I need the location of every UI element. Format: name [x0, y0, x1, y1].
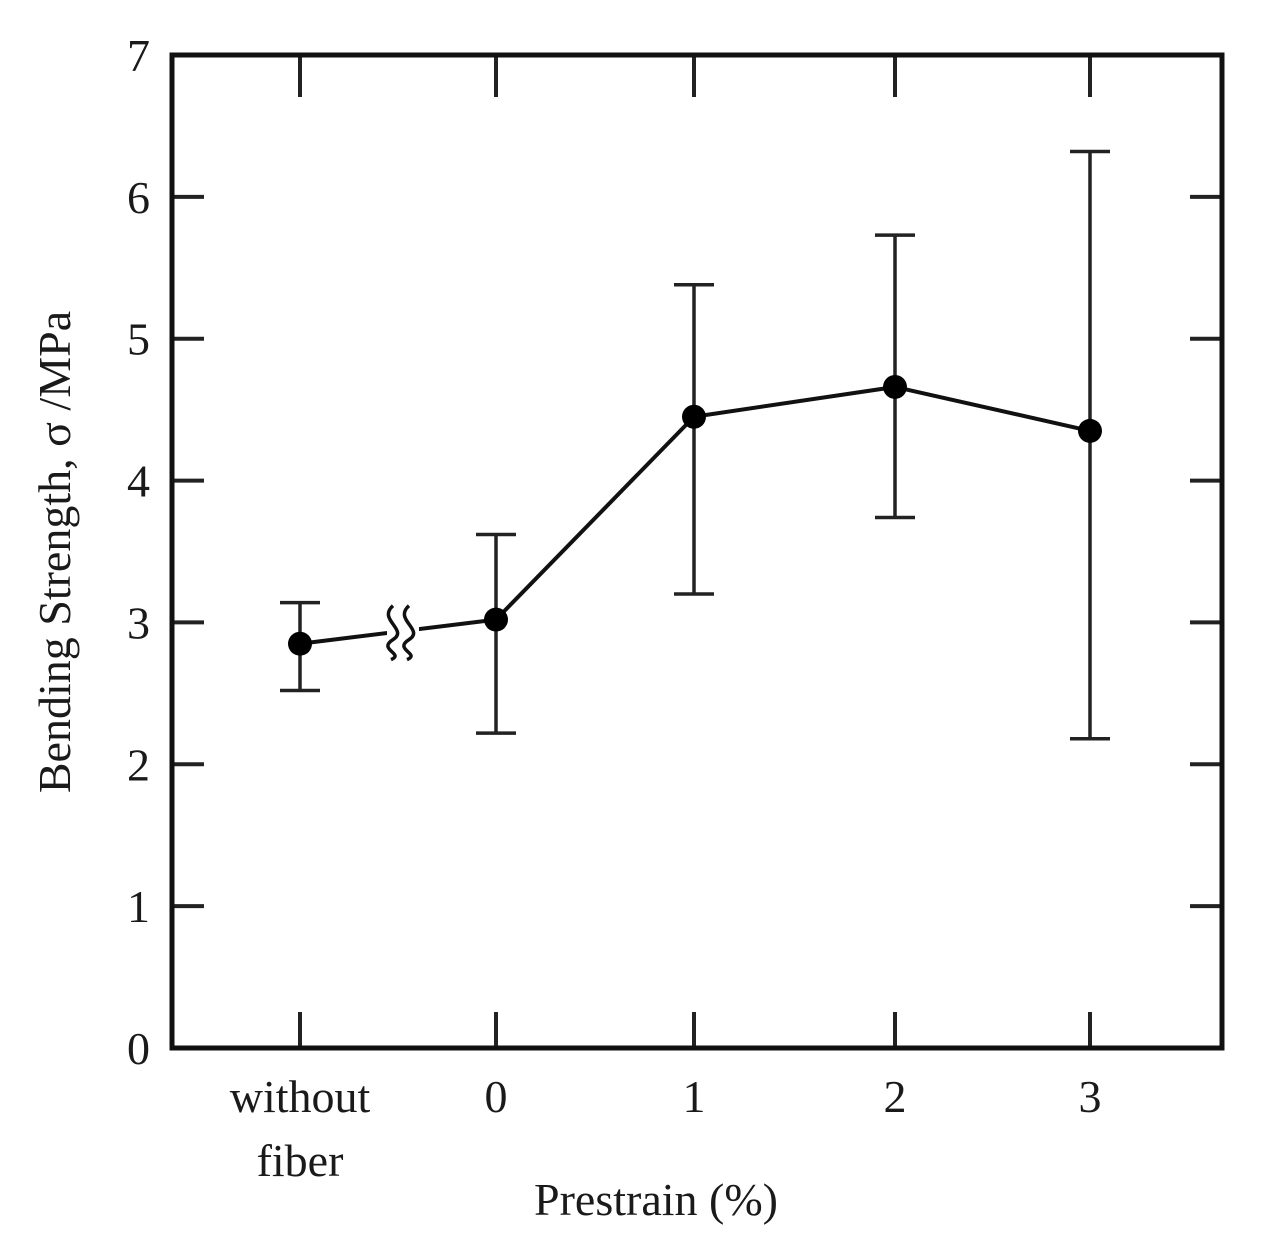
x-tick-label-3: 2: [884, 1071, 907, 1122]
ticks-layer: [172, 55, 1222, 1048]
x-tick-label-4: 3: [1079, 1071, 1102, 1122]
error-bars-layer: [280, 149, 1110, 741]
markers-layer: [288, 374, 1102, 656]
x-axis-title: Prestrain (%): [534, 1174, 778, 1225]
y-tick-label-4: 4: [127, 456, 150, 507]
series-line-segment-2: [693, 384, 896, 419]
axis-break-mark-1: [402, 604, 416, 662]
y-tick-label-2: 2: [127, 739, 150, 790]
x-tick-label-0: without: [230, 1071, 371, 1122]
data-point-4: [1078, 418, 1102, 443]
series-line-layer: [299, 384, 1091, 662]
y-axis-title: Bending Strength, σ /MPa: [29, 311, 80, 793]
data-point-0: [288, 631, 312, 656]
y-tick-label-6: 6: [127, 172, 150, 223]
axis-break-mark-0: [386, 604, 400, 662]
series-line-segment-1: [494, 415, 696, 621]
y-tick-label-3: 3: [127, 597, 150, 648]
y-tick-label-7: 7: [127, 30, 150, 81]
x-tick-label-0-line2: fiber: [257, 1135, 344, 1186]
data-point-1: [484, 607, 508, 632]
labels-layer: 0 1 2 3 4 5 6 7 without fiber 0 1 2 3: [127, 30, 1102, 1186]
series-line-segment-3: [894, 384, 1091, 433]
y-tick-label-1: 1: [127, 881, 150, 932]
y-tick-label-5: 5: [127, 314, 150, 365]
y-tick-label-0: 0: [127, 1023, 150, 1074]
data-point-2: [682, 404, 706, 429]
plot-frame: [169, 52, 1225, 1051]
x-tick-label-1: 0: [485, 1071, 508, 1122]
x-tick-label-2: 1: [683, 1071, 706, 1122]
data-point-3: [883, 374, 907, 399]
